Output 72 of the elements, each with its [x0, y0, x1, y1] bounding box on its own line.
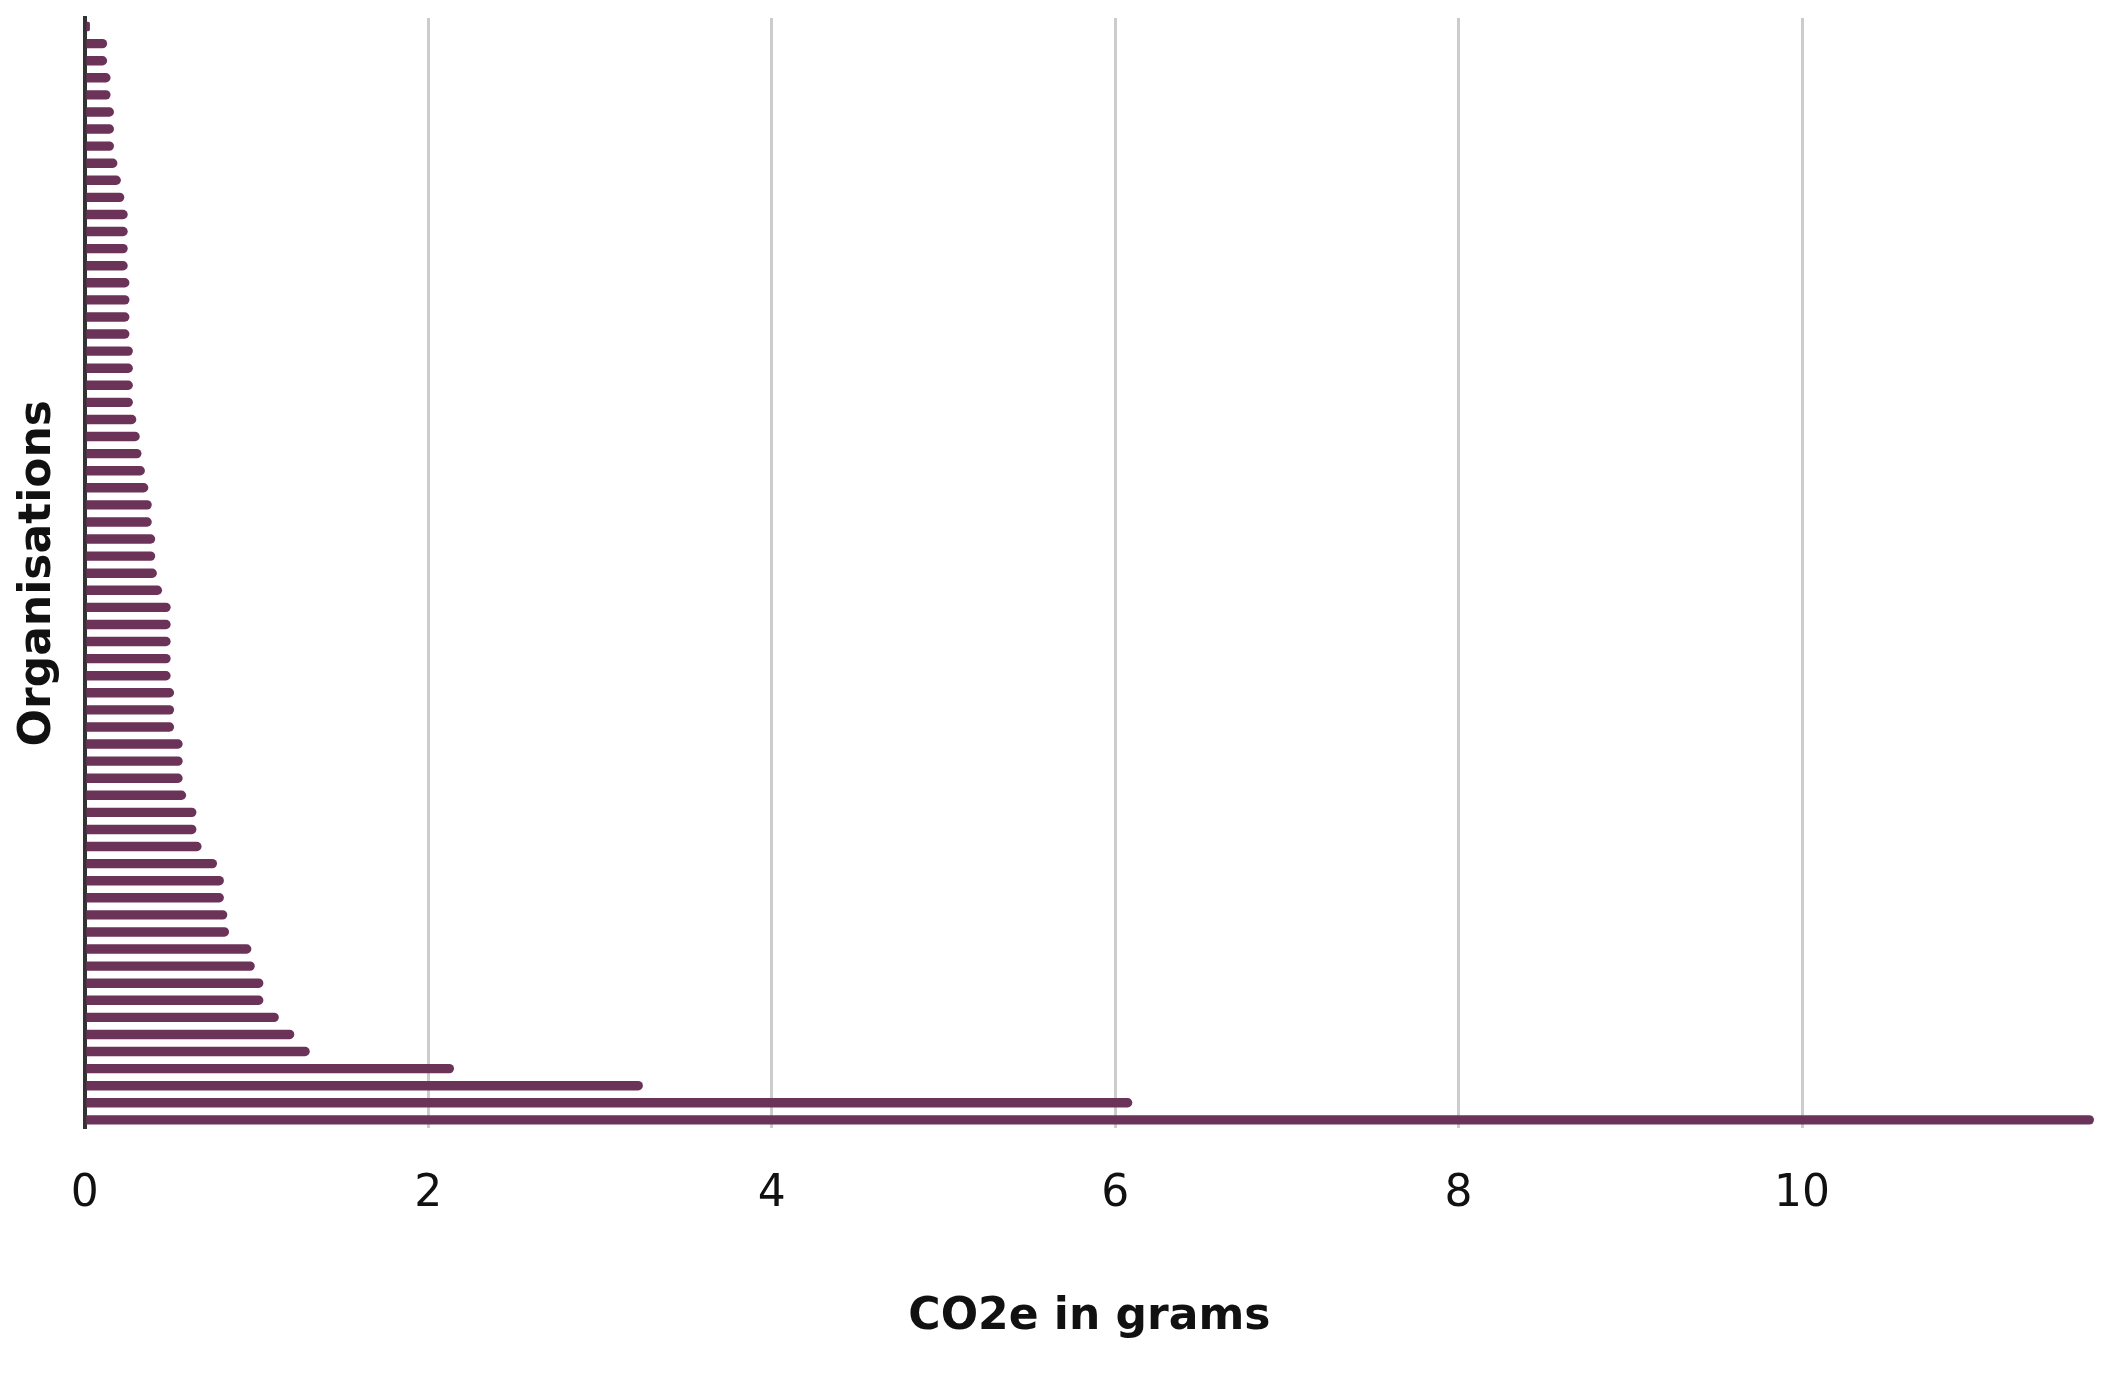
bar [86, 653, 171, 664]
bar [86, 602, 171, 613]
x-tick-label: 4 [757, 1165, 786, 1217]
bar [86, 431, 140, 442]
bar [86, 158, 118, 168]
bar [86, 141, 114, 151]
x-tick-label: 10 [1774, 1165, 1831, 1217]
bar [86, 671, 171, 681]
bar [86, 414, 137, 425]
bar [86, 175, 121, 185]
x-axis-title: CO2e in grams [908, 1288, 1271, 1340]
bar [86, 910, 228, 920]
bar [86, 73, 111, 83]
x-tick-label: 6 [1101, 1165, 1130, 1217]
bar [86, 824, 197, 835]
bar [86, 1098, 1133, 1108]
bar [86, 1063, 455, 1074]
bar [86, 1115, 2094, 1125]
bar [86, 756, 183, 766]
bar [86, 466, 145, 476]
bar [86, 1029, 295, 1040]
bar [86, 790, 187, 800]
bar [86, 961, 255, 971]
x-tick-label: 0 [70, 1165, 99, 1217]
bar [86, 807, 197, 818]
bar [86, 688, 175, 698]
bar [86, 705, 175, 715]
bar [86, 380, 133, 390]
y-axis-title: Organisations [8, 399, 60, 747]
bar [86, 858, 218, 869]
bar [86, 722, 175, 732]
bar [86, 1080, 643, 1091]
bar [86, 312, 130, 322]
bar [86, 243, 128, 254]
bar [86, 107, 114, 117]
x-tick-label: 8 [1444, 1165, 1473, 1217]
bar [86, 944, 252, 954]
bar [86, 124, 114, 134]
bar [86, 1012, 279, 1023]
bar [86, 995, 264, 1005]
bar [86, 893, 224, 903]
bar [86, 841, 202, 852]
bar [86, 500, 152, 510]
bar [86, 209, 128, 220]
bar [86, 363, 133, 373]
bar [86, 619, 171, 630]
bar [86, 329, 130, 339]
bar [86, 90, 111, 100]
bar [86, 739, 183, 749]
bar [86, 278, 130, 288]
bar [86, 876, 224, 886]
bar [86, 585, 163, 595]
bar [86, 448, 142, 459]
bar [86, 636, 171, 647]
bar [86, 192, 125, 203]
bar [86, 551, 156, 561]
bar [86, 56, 108, 66]
bar [86, 295, 130, 305]
bar [86, 261, 128, 271]
bar [86, 1046, 310, 1057]
bar [86, 927, 230, 937]
bar [86, 38, 108, 49]
bar [86, 534, 156, 544]
bar [86, 397, 133, 408]
bar [86, 773, 183, 783]
bar [86, 568, 157, 578]
bar [86, 346, 133, 356]
bar [86, 483, 149, 493]
bar [86, 517, 152, 527]
bar [86, 226, 128, 237]
bar [86, 978, 264, 988]
x-tick-label: 2 [414, 1165, 443, 1217]
